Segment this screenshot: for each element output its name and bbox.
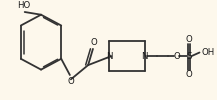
Text: O: O (186, 70, 192, 79)
Text: O: O (67, 77, 74, 86)
Text: OH: OH (202, 48, 215, 57)
Text: O: O (173, 52, 180, 61)
Text: HO: HO (17, 1, 30, 10)
Text: N: N (106, 52, 113, 61)
Text: O: O (186, 35, 192, 44)
Text: N: N (141, 52, 148, 61)
Text: O: O (91, 38, 97, 47)
Text: S: S (186, 52, 192, 61)
